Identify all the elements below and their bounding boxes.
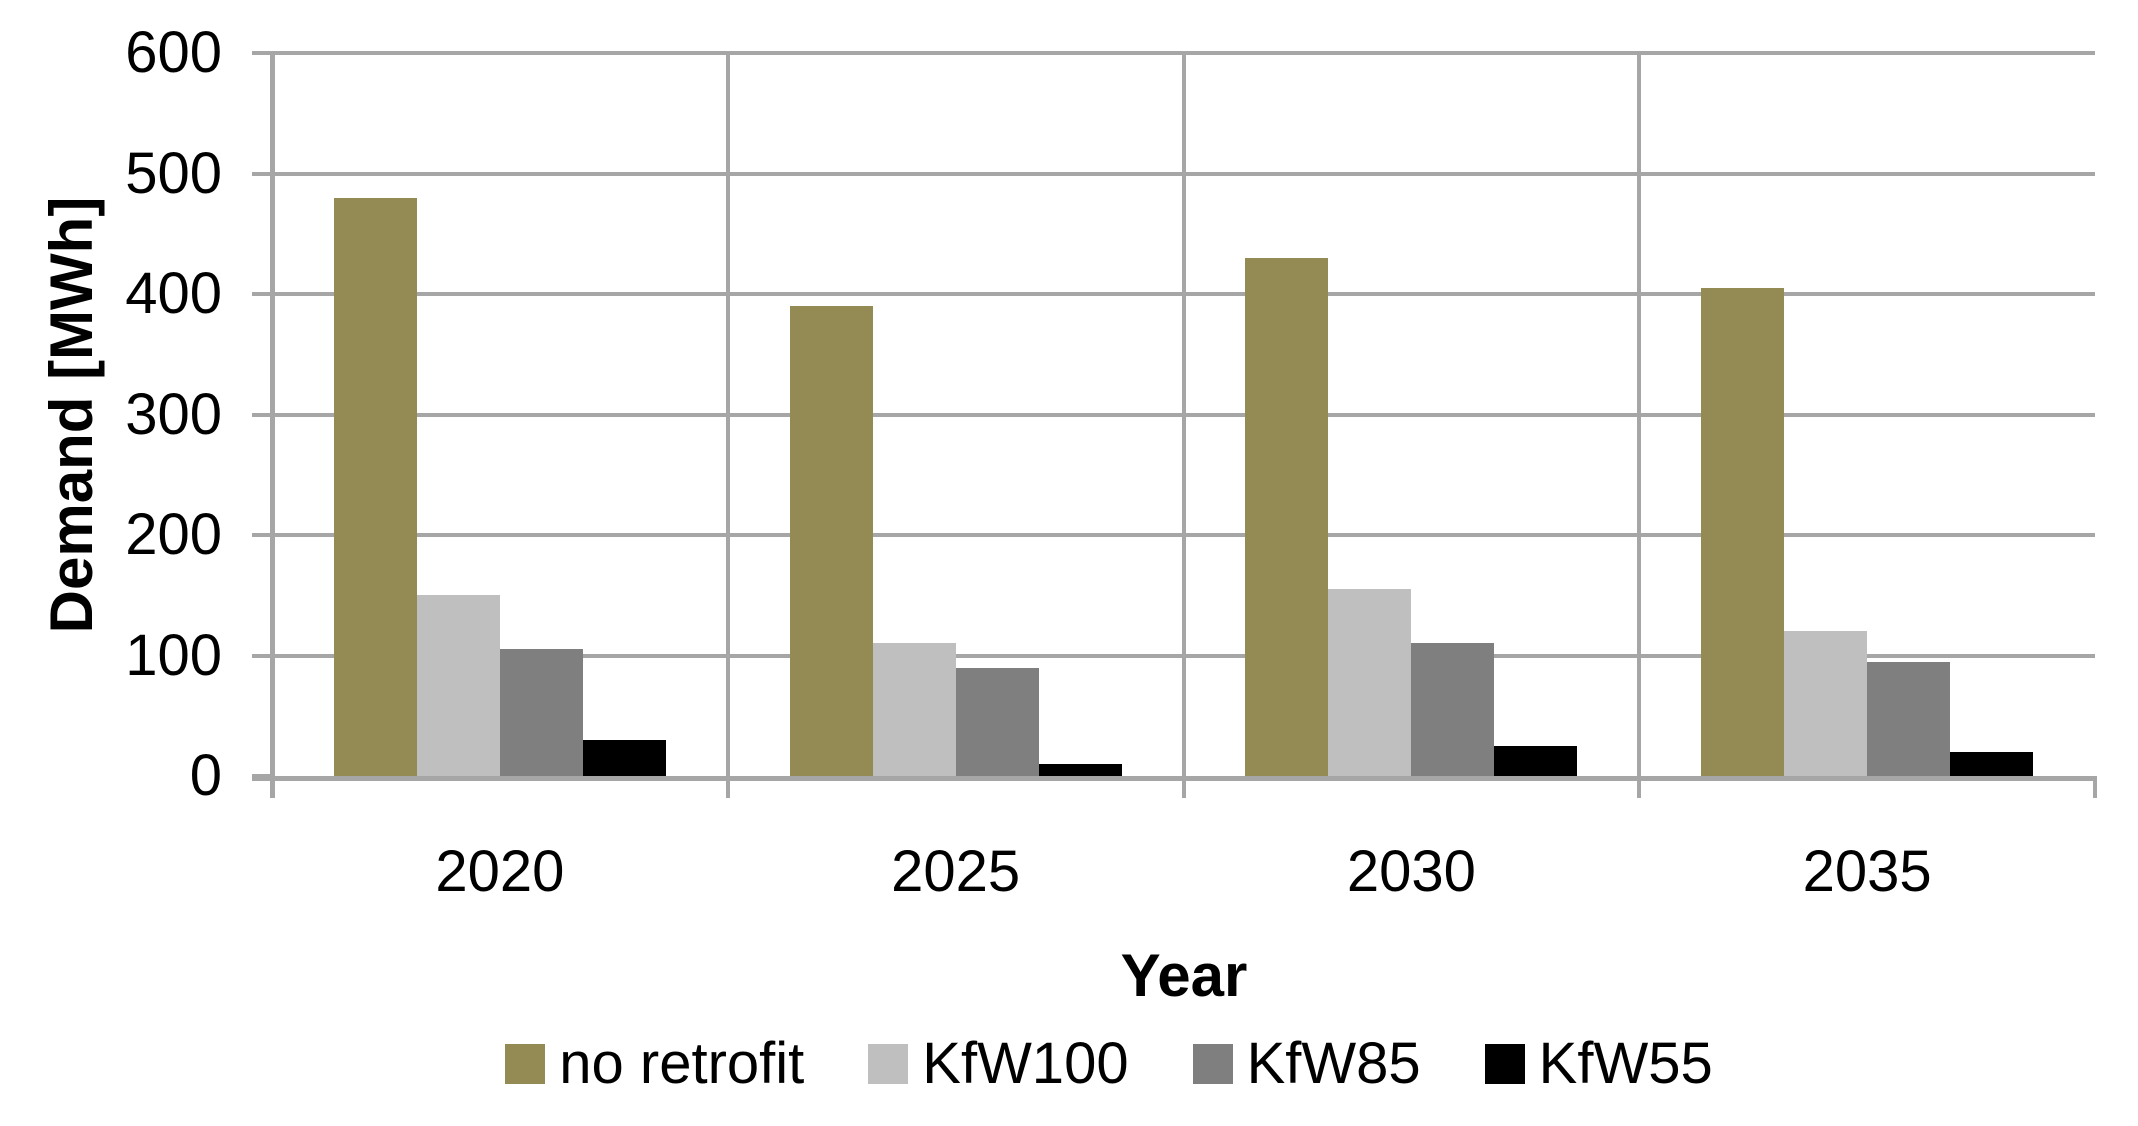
- y-tick-label-500: 500: [125, 140, 222, 206]
- y-tick-label-300: 300: [125, 381, 222, 447]
- y-tick-400: [252, 292, 272, 296]
- legend-label: KfW100: [922, 1031, 1129, 1096]
- legend-label: KfW55: [1538, 1031, 1713, 1096]
- bar-2025-KfW85: [955, 667, 1039, 776]
- legend-marker-icon: [868, 1044, 909, 1084]
- legend: no retrofit KfW100 KfW85 KfW55: [40, 1030, 2138, 1098]
- x-tick-4: [2093, 776, 2097, 798]
- x-category-label-2020: 2020: [435, 839, 565, 904]
- y-axis-line: [270, 53, 275, 798]
- legend-label: KfW85: [1246, 1031, 1421, 1096]
- bar-2035-KfW55: [1950, 751, 2034, 776]
- bar-2020-no-retrofit: [333, 197, 417, 776]
- y-tick-label-0: 0: [189, 743, 222, 808]
- bar-2020-KfW100: [416, 595, 500, 776]
- y-tick-600: [252, 51, 272, 55]
- x-axis-title: Year: [1120, 942, 1248, 1009]
- legend-item-no-retrofit: no retrofit: [505, 1030, 804, 1098]
- y-tick-label-600: 600: [125, 20, 222, 85]
- legend-marker-icon: [505, 1044, 546, 1084]
- bar-2035-KfW100: [1784, 631, 1868, 776]
- y-tick-500: [252, 171, 272, 176]
- bar-2025-no-retrofit: [789, 306, 873, 776]
- legend-marker-icon: [1192, 1044, 1233, 1084]
- x-tick-2: [1181, 776, 1186, 798]
- y-tick-200: [252, 533, 272, 537]
- category-boundary-line-2: [1181, 53, 1186, 776]
- bar-2020-KfW85: [499, 649, 583, 776]
- x-axis-line: [252, 776, 2095, 781]
- y-tick-100: [252, 653, 272, 658]
- bar-2030-no-retrofit: [1245, 257, 1329, 776]
- bar-2030-KfW85: [1411, 643, 1495, 776]
- y-axis-title: Demand [MWh]: [38, 196, 105, 634]
- bar-2035-no-retrofit: [1701, 287, 1785, 776]
- x-category-label-2030: 2030: [1346, 839, 1476, 904]
- category-boundary-line-1: [725, 53, 730, 776]
- x-tick-1: [725, 776, 730, 798]
- y-tick-label-400: 400: [125, 261, 222, 326]
- legend-item-KfW85: KfW85: [1192, 1030, 1421, 1098]
- legend-marker-icon: [1484, 1044, 1525, 1084]
- legend-item-KfW55: KfW55: [1484, 1030, 1713, 1098]
- x-category-label-2035: 2035: [1802, 839, 1932, 904]
- y-tick-label-200: 200: [125, 502, 222, 567]
- x-tick-3: [1637, 776, 1642, 798]
- bar-2025-KfW55: [1038, 763, 1122, 776]
- x-category-label-2025: 2025: [891, 839, 1021, 904]
- bar-2030-KfW100: [1328, 589, 1412, 776]
- category-boundary-line-3: [1637, 53, 1642, 776]
- y-tick-300: [252, 412, 272, 417]
- legend-item-KfW100: KfW100: [868, 1030, 1129, 1098]
- bar-2020-KfW55: [582, 739, 666, 776]
- bar-2025-KfW100: [872, 643, 956, 776]
- bar-2030-KfW55: [1494, 745, 1578, 776]
- legend-label: no retrofit: [559, 1031, 805, 1096]
- y-tick-label-100: 100: [125, 622, 222, 688]
- bar-2035-KfW85: [1867, 661, 1951, 776]
